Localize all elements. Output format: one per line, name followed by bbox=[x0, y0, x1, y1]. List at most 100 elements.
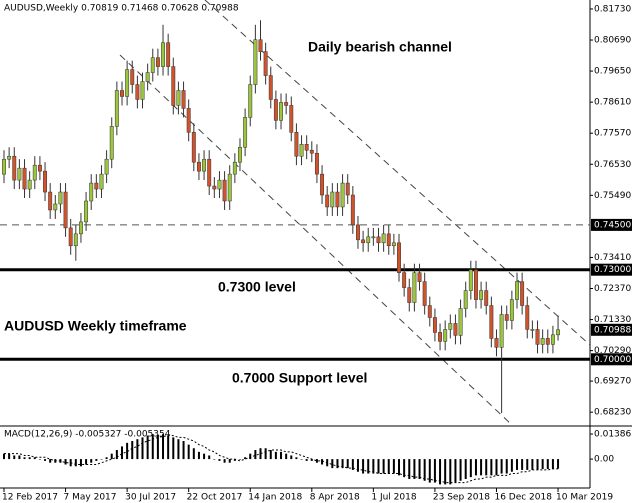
candle-body bbox=[130, 69, 135, 85]
macd-bar bbox=[372, 459, 375, 474]
candle-body bbox=[68, 227, 73, 247]
candle-body bbox=[381, 233, 386, 244]
candle-body bbox=[212, 185, 217, 190]
channel-upper bbox=[204, 0, 591, 346]
macd-bar bbox=[367, 459, 370, 474]
candle-body bbox=[540, 338, 545, 345]
candle-body bbox=[535, 329, 540, 345]
macd-bar bbox=[300, 459, 303, 460]
macd-bar bbox=[136, 439, 139, 460]
macd-bar bbox=[79, 459, 82, 467]
y-tick-label: 0.69270 bbox=[594, 377, 631, 387]
y-tick-label: 0.79650 bbox=[594, 67, 631, 77]
candle-body bbox=[309, 149, 314, 154]
candle-body bbox=[499, 314, 504, 348]
macd-bar bbox=[362, 459, 365, 474]
macd-bar bbox=[321, 459, 324, 465]
macd-bar bbox=[310, 459, 313, 461]
macd-bar bbox=[197, 451, 200, 460]
candle-body bbox=[530, 329, 535, 331]
macd-bar bbox=[269, 450, 272, 460]
macd-bar bbox=[516, 459, 518, 470]
candle-body bbox=[155, 57, 160, 67]
candle-body bbox=[202, 158, 207, 172]
candle-body bbox=[299, 144, 304, 157]
macd-bar bbox=[49, 459, 52, 463]
level-label: 0.70000 bbox=[594, 355, 631, 365]
candle-body bbox=[186, 108, 191, 133]
macd-bar bbox=[213, 459, 216, 460]
candle-body bbox=[196, 161, 201, 172]
macd-bar bbox=[33, 457, 36, 460]
candle-body bbox=[468, 269, 473, 291]
candle-body bbox=[545, 338, 550, 345]
macd-bar bbox=[377, 459, 380, 474]
channel-lower bbox=[119, 54, 513, 426]
candle-body bbox=[7, 155, 12, 160]
candle-body bbox=[479, 290, 484, 300]
candle-body bbox=[58, 191, 63, 205]
macd-bar bbox=[433, 459, 436, 483]
macd-bar bbox=[208, 455, 211, 460]
candle-body bbox=[120, 90, 124, 97]
candle-body bbox=[22, 167, 27, 190]
candle-body bbox=[509, 299, 514, 321]
macd-bar bbox=[408, 459, 411, 479]
candle-body bbox=[27, 179, 32, 190]
macd-bar bbox=[151, 434, 154, 460]
candle-body bbox=[356, 224, 360, 241]
candle-body bbox=[397, 242, 401, 273]
candle-body bbox=[2, 158, 6, 175]
candle-body bbox=[232, 161, 237, 175]
macd-bar bbox=[428, 459, 431, 483]
candle-body bbox=[94, 182, 99, 190]
candle-body bbox=[340, 182, 345, 208]
macd-bar bbox=[274, 451, 277, 460]
macd-bar bbox=[18, 455, 21, 460]
y-tick-label: 0.76530 bbox=[594, 160, 631, 170]
candle-body bbox=[161, 42, 165, 67]
macd-bar bbox=[38, 459, 41, 460]
last-price-box bbox=[591, 323, 632, 336]
candle-body bbox=[443, 329, 448, 342]
candle-body bbox=[304, 144, 309, 151]
candle-body bbox=[258, 39, 263, 52]
level-label-box bbox=[591, 218, 632, 231]
candle-body bbox=[294, 132, 299, 157]
candle-body bbox=[371, 236, 376, 239]
candle-body bbox=[412, 272, 417, 303]
macd-bar bbox=[64, 459, 67, 465]
macd-bar bbox=[249, 453, 252, 460]
chart-header: AUDUSD,Weekly 0.70819 0.71468 0.70628 0.… bbox=[4, 4, 239, 14]
candle-body bbox=[207, 158, 212, 187]
candle-body bbox=[550, 334, 555, 345]
macd-bar bbox=[126, 442, 129, 460]
x-tick-label: 22 Oct 2017 bbox=[187, 493, 243, 503]
macd-bar bbox=[228, 459, 231, 463]
candle-body bbox=[474, 269, 478, 300]
candle-body bbox=[345, 182, 350, 196]
macd-bar bbox=[285, 453, 288, 460]
macd-bar bbox=[336, 459, 339, 469]
macd-bar bbox=[546, 459, 549, 470]
macd-bar bbox=[495, 459, 498, 476]
candle-body bbox=[135, 84, 140, 100]
candle-body bbox=[279, 102, 283, 121]
candle-body bbox=[268, 75, 273, 100]
candle-body bbox=[273, 99, 278, 121]
candle-body bbox=[484, 290, 489, 306]
macd-bar bbox=[74, 459, 77, 467]
y-tick-label: 0.72370 bbox=[594, 284, 631, 294]
candle-body bbox=[314, 152, 319, 175]
x-tick-label: 1 Jul 2018 bbox=[371, 493, 416, 503]
candle-body bbox=[253, 39, 258, 85]
x-tick-label: 12 Feb 2017 bbox=[2, 493, 58, 503]
y-tick-label: 0.01386 bbox=[594, 430, 631, 440]
candle-body bbox=[43, 170, 47, 193]
macd-bar bbox=[305, 459, 308, 461]
macd-bar bbox=[526, 459, 529, 470]
candle-body bbox=[125, 69, 130, 97]
candle-body bbox=[222, 179, 227, 202]
